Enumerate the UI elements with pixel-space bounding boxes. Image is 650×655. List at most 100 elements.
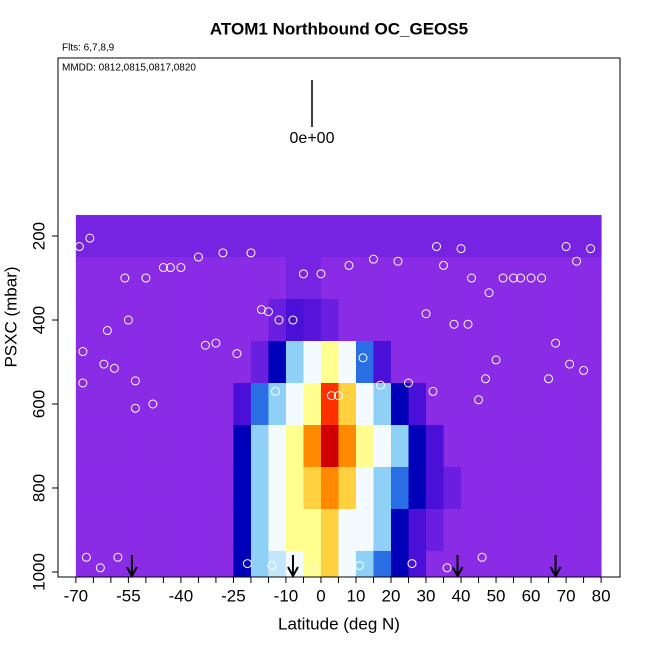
heat-cell [566, 466, 585, 510]
heat-cell [128, 424, 147, 468]
y-tick-label: 400 [29, 306, 48, 334]
observation-point [316, 269, 326, 279]
heat-cell [496, 215, 515, 258]
heatmap [74, 215, 602, 577]
heat-cell [566, 299, 585, 342]
heat-cell [461, 508, 480, 552]
heat-cell [478, 508, 497, 552]
heat-cell [548, 299, 567, 342]
heat-cell [548, 424, 567, 468]
heat-cell [285, 508, 304, 552]
x-tick-label: -10 [274, 586, 299, 605]
heat-cell [338, 383, 357, 426]
heat-cell [566, 383, 585, 426]
heat-cell [110, 257, 129, 300]
heat-cell [496, 550, 515, 577]
heat-cell [513, 508, 532, 552]
heat-cell [198, 550, 217, 577]
observation-point [393, 256, 403, 266]
observation-point [211, 338, 221, 348]
heat-cell [250, 215, 269, 258]
heat-cell [426, 215, 445, 258]
observation-point [456, 244, 466, 254]
heat-cell [198, 466, 217, 510]
heat-cell [496, 424, 515, 468]
heat-cell [513, 466, 532, 510]
heat-cell [426, 341, 445, 384]
heat-cell [145, 508, 164, 552]
heat-cell [478, 299, 497, 342]
heat-cell [531, 466, 550, 510]
heat-cell [75, 299, 94, 342]
x-tick-label: -25 [221, 586, 246, 605]
observation-point [95, 563, 105, 573]
heat-cell [583, 424, 602, 468]
flight-arrowhead [549, 566, 562, 579]
observation-point [176, 263, 186, 273]
heat-cell [93, 299, 112, 342]
heat-cell [268, 424, 287, 468]
observation-point [579, 365, 589, 375]
heat-cell [496, 299, 515, 342]
heat-cell [93, 466, 112, 510]
heat-cell [548, 341, 567, 384]
heat-cell [285, 466, 304, 510]
heat-cell [478, 215, 497, 258]
heat-cell [250, 550, 269, 577]
heat-cell [408, 383, 427, 426]
heat-cell [320, 508, 339, 552]
heat-cell [215, 257, 234, 300]
observation-point [407, 559, 417, 569]
heat-cell [531, 299, 550, 342]
heat-cell [180, 257, 199, 300]
heat-cell [390, 215, 410, 258]
x-tick-label: -70 [64, 586, 89, 605]
observation-point [509, 273, 519, 283]
heat-cell [233, 341, 252, 384]
heat-cell [215, 299, 234, 342]
observation-point [432, 242, 442, 252]
heat-cell [390, 383, 410, 426]
observation-point [78, 347, 88, 357]
observation-point [141, 273, 151, 283]
heat-cell [128, 299, 147, 342]
observation-point [561, 242, 571, 252]
heat-cell [496, 508, 515, 552]
heat-cell [390, 508, 410, 552]
heat-cell [583, 215, 602, 258]
heat-cell [373, 508, 392, 552]
heat-cell [285, 341, 304, 384]
heat-cell [163, 257, 182, 300]
heat-cell [285, 299, 304, 342]
heat-cell [426, 550, 445, 577]
observation-point [74, 242, 84, 252]
heat-cell [390, 466, 410, 510]
heat-cell [373, 424, 392, 468]
heat-cell [128, 257, 147, 300]
observation-point [484, 288, 494, 298]
observation-point [449, 319, 459, 329]
observation-point [404, 378, 414, 388]
flight-arrowhead [287, 566, 299, 579]
heat-cell [215, 550, 234, 577]
heat-cell [233, 215, 252, 258]
legend-label: 0e+00 [290, 130, 335, 147]
heat-cell [110, 299, 129, 342]
heat-cell [583, 466, 602, 510]
heat-cell [145, 550, 164, 577]
heat-cell [93, 215, 112, 258]
heat-cell [285, 424, 304, 468]
heat-cell [75, 424, 94, 468]
observation-point [368, 254, 378, 264]
heat-cell [443, 257, 462, 300]
heat-cell [531, 341, 550, 384]
heat-cell [338, 508, 357, 552]
heat-cell [75, 215, 94, 258]
heat-cell [163, 424, 182, 468]
observation-point [123, 315, 133, 325]
observation-point [113, 552, 123, 562]
observation-point [428, 386, 438, 396]
heat-cell [163, 383, 182, 426]
heat-cell [355, 341, 374, 384]
